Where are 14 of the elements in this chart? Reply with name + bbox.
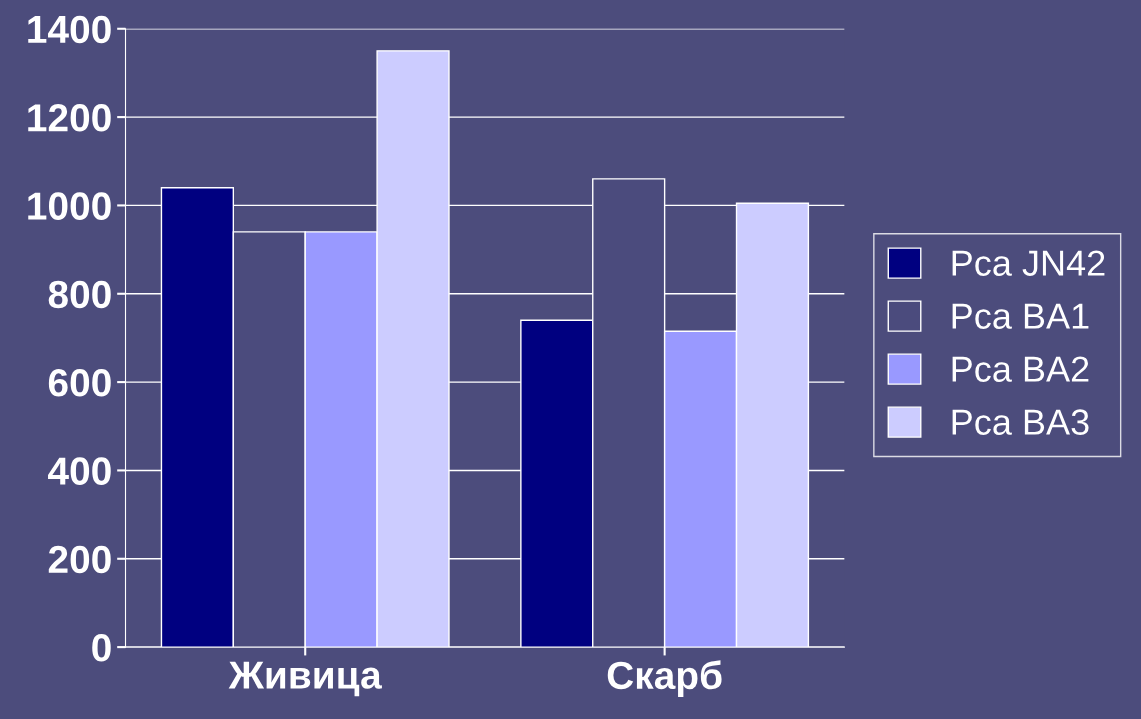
legend-label: Pca BA2 [952,356,1089,382]
legend-label: Pca BA3 [952,409,1089,435]
x-tick-label: Живица [228,661,382,697]
legend-label: Pca JN42 [952,250,1105,276]
y-tick-label: 0 [92,634,111,662]
x-tick-label: Скарб [607,660,722,697]
y-tick-label: 1400 [28,15,111,44]
y-tick-label: 800 [48,280,111,309]
y-tick-label: 1000 [28,192,111,220]
legend-label: Pca BA1 [952,303,1089,329]
y-tick-label: 1200 [28,104,111,132]
y-tick-label: 600 [48,369,111,397]
y-tick-label: 200 [48,545,111,574]
y-tick-label: 400 [48,457,111,485]
